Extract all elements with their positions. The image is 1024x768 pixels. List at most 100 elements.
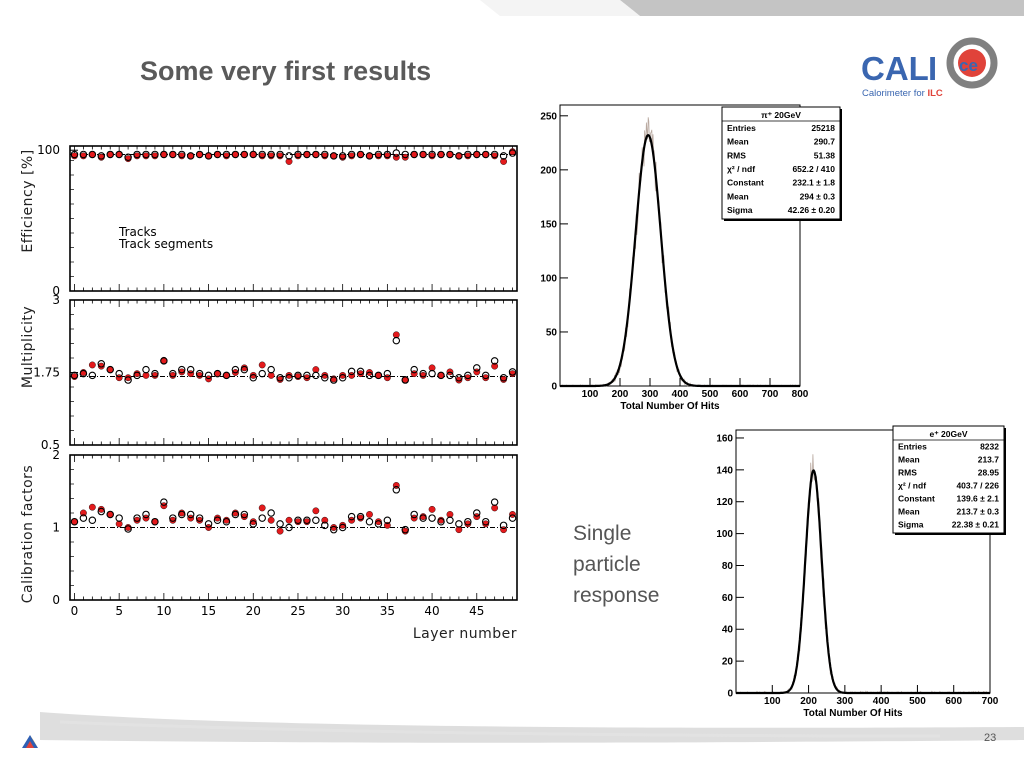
point-tracks <box>365 371 374 380</box>
stats-label: Mean <box>898 454 920 464</box>
point-tracks <box>258 514 266 522</box>
footer-swoosh-thin <box>59 720 941 738</box>
point-track-segments <box>428 364 436 372</box>
stats-value: 42.26 ± 0.20 <box>788 205 835 215</box>
layer-panel-1: 0.5 1.75 3 Multiplicity <box>20 293 518 452</box>
point-tracks <box>428 369 436 378</box>
point-tracks <box>186 152 195 160</box>
point-tracks <box>169 150 177 159</box>
point-tracks <box>213 150 222 159</box>
point-tracks <box>124 525 132 533</box>
point-tracks <box>79 369 88 378</box>
point-tracks <box>321 150 329 159</box>
hist-y-tick-label: 160 <box>716 433 733 444</box>
point-track-segments <box>464 520 472 528</box>
point-tracks <box>303 150 311 159</box>
hist-x-tick-label: 400 <box>672 389 689 400</box>
point-tracks <box>455 152 463 160</box>
point-tracks <box>392 149 401 157</box>
hist-y-tick-label: 80 <box>722 561 734 572</box>
y-tick-label: 100 <box>37 143 60 157</box>
point-tracks <box>160 357 168 365</box>
point-tracks <box>499 373 508 382</box>
point-track-segments <box>455 526 463 534</box>
point-tracks <box>249 150 258 159</box>
point-tracks <box>401 525 409 534</box>
logo-text-cal: CAL <box>861 50 929 87</box>
hist-y-tick-label: 0 <box>727 689 733 700</box>
point-tracks <box>285 523 293 532</box>
point-tracks <box>106 365 114 374</box>
point-tracks <box>410 150 418 159</box>
hist-x-tick-label: 800 <box>792 389 809 400</box>
x-tick-label: 25 <box>290 604 305 618</box>
point-tracks <box>356 367 365 376</box>
point-tracks <box>321 373 329 382</box>
hist-x-tick-label: 100 <box>582 389 599 400</box>
hist-x-tick-label: 300 <box>837 696 854 707</box>
header-light-band <box>480 0 640 16</box>
point-tracks <box>329 152 338 160</box>
hist-x-tick-label: 300 <box>642 389 659 400</box>
point-tracks <box>294 516 302 524</box>
histogram-1: 0 20 40 60 80 100 120 140 160 100 200 300 400 500 600 7… <box>716 425 1006 719</box>
point-tracks <box>473 509 481 517</box>
point-track-segments <box>276 527 284 535</box>
point-tracks <box>231 510 240 519</box>
point-tracks <box>115 150 123 159</box>
point-track-segments <box>491 362 499 370</box>
hist-x-tick-label: 100 <box>764 696 781 707</box>
point-tracks <box>133 514 141 522</box>
point-tracks <box>473 150 481 159</box>
hist-y-tick-label: 100 <box>540 273 557 284</box>
point-tracks <box>160 498 168 506</box>
stats-label: Sigma <box>727 205 753 215</box>
hist-x-axis-label: Total Number Of Hits <box>803 708 903 719</box>
hist-y-tick-label: 200 <box>540 165 557 176</box>
stats-value: 232.1 ± 1.8 <box>793 178 836 188</box>
point-tracks <box>186 510 195 519</box>
point-tracks <box>383 369 392 378</box>
stats-box <box>721 106 841 220</box>
point-tracks <box>276 520 284 528</box>
point-tracks <box>446 516 454 524</box>
point-track-segments <box>500 158 507 165</box>
point-track-segments <box>312 507 320 515</box>
stats-label: RMS <box>727 150 746 160</box>
point-track-segments <box>392 331 400 339</box>
point-track-segments <box>285 371 293 379</box>
point-tracks <box>151 517 159 526</box>
point-tracks <box>267 509 275 517</box>
point-tracks <box>329 376 338 384</box>
point-tracks <box>338 373 347 382</box>
point-tracks <box>303 516 311 524</box>
point-tracks <box>267 365 275 374</box>
stats-value: 51.38 <box>814 150 836 160</box>
logo-red-dot-icon <box>958 49 986 77</box>
point-tracks <box>178 150 186 159</box>
point-tracks <box>160 150 168 159</box>
point-tracks <box>490 150 499 159</box>
point-tracks <box>79 150 88 159</box>
hist-x-tick-label: 700 <box>982 696 999 707</box>
stats-value: 652.2 / 410 <box>792 164 835 174</box>
point-tracks <box>499 152 508 160</box>
point-tracks <box>321 521 329 530</box>
point-track-segments <box>267 371 275 379</box>
layer-panel-2: 0 1 2 Calibration factors 0 5 10 15 20 25 30 35 40 45… <box>20 448 518 642</box>
hist-x-tick-label: 200 <box>612 389 629 400</box>
point-tracks <box>392 336 401 345</box>
stats-title: π⁺ 20GeV <box>761 110 801 120</box>
point-tracks <box>383 150 392 159</box>
y-tick-label: 0.5 <box>41 438 60 452</box>
point-tracks <box>329 525 338 534</box>
point-tracks <box>124 153 132 162</box>
point-tracks <box>446 371 454 380</box>
point-track-segments <box>196 516 204 524</box>
hist-y-tick-label: 250 <box>540 111 557 122</box>
point-track-segments <box>88 503 96 511</box>
point-tracks <box>88 150 97 159</box>
single-particle-line-1: Single <box>573 522 632 545</box>
point-track-segments <box>303 374 311 382</box>
